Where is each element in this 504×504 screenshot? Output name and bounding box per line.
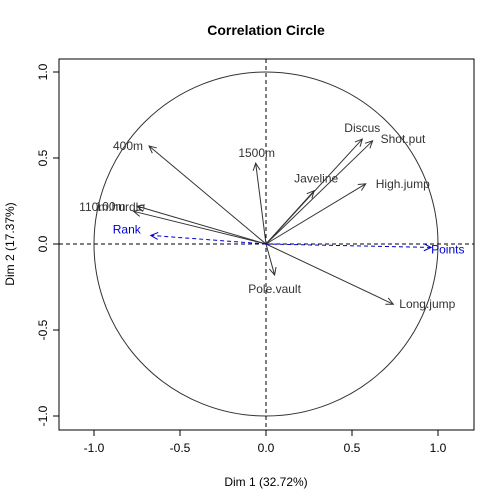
arrow-1500m <box>255 163 267 245</box>
x-axis-title: Dim 1 (32.72%) <box>224 475 307 489</box>
variable-label-100m: 100m <box>96 199 126 213</box>
x-tick-label: -1.0 <box>84 441 105 455</box>
variable-label-pole-vault: Pole.vault <box>248 282 301 296</box>
arrow-400m <box>148 145 267 245</box>
arrowhead-1500m <box>252 162 261 171</box>
y-tick-label: 1.0 <box>36 63 50 80</box>
arrow-110m-hurdle <box>136 205 267 245</box>
arrow-100m <box>133 210 267 245</box>
x-tick-label: 0.5 <box>344 441 361 455</box>
variable-label-110m-hurdle: 110m.hurdle <box>79 200 145 214</box>
arrowhead-shot-put <box>364 139 374 149</box>
arrowhead-pole-vault <box>268 266 277 277</box>
arrowhead-javeline <box>306 189 315 199</box>
y-tick-label: 0.5 <box>36 149 50 166</box>
variable-label-1500m: 1500m <box>238 146 275 160</box>
arrowhead-100m <box>132 209 142 217</box>
variable-label-high-jump: High.jump <box>376 177 430 191</box>
y-tick-label: -1.0 <box>36 405 50 426</box>
arrowhead-400m <box>148 145 157 154</box>
arrowhead-discus <box>354 138 364 147</box>
arrow-javeline <box>265 190 315 245</box>
y-tick-label: 0.0 <box>36 235 50 252</box>
y-tick-label: -0.5 <box>36 319 50 340</box>
x-tick-label: 0.0 <box>258 441 275 455</box>
arrow-shot-put <box>265 140 373 245</box>
arrowhead-high-jump <box>357 183 367 191</box>
arrow-long-jump <box>265 243 394 305</box>
variable-label-points: Points <box>431 242 464 256</box>
arrowhead-110m-hurdle <box>135 204 145 212</box>
arrow-rank <box>150 234 267 245</box>
variable-label-shot-put: Shot.put <box>381 132 426 146</box>
arrowhead-points <box>423 243 433 252</box>
arrow-pole-vault <box>265 243 276 276</box>
variable-label-long-jump: Long.jump <box>399 297 455 311</box>
variable-label-discus: Discus <box>344 121 380 135</box>
arrowhead-long-jump <box>385 297 395 305</box>
x-tick-label: -0.5 <box>170 441 191 455</box>
arrow-points <box>265 243 432 248</box>
variable-label-400m: 400m <box>113 139 143 153</box>
y-axis-title: Dim 2 (17.37%) <box>3 202 17 285</box>
arrowhead-rank <box>149 232 159 240</box>
variable-label-javeline: Javeline <box>294 172 338 186</box>
arrow-high-jump <box>265 183 367 245</box>
variable-label-rank: Rank <box>113 222 142 236</box>
chart-title: Correlation Circle <box>207 22 325 38</box>
x-tick-label: 1.0 <box>430 441 447 455</box>
